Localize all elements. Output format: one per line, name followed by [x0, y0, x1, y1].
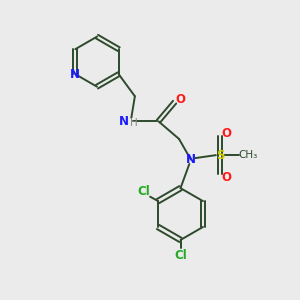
Text: Cl: Cl: [137, 185, 150, 198]
Text: Cl: Cl: [174, 249, 187, 262]
Text: O: O: [221, 127, 231, 140]
Text: S: S: [216, 149, 224, 162]
Text: N: N: [119, 115, 129, 128]
Text: N: N: [70, 68, 80, 81]
Text: CH₃: CH₃: [238, 150, 257, 160]
Text: H: H: [130, 118, 138, 128]
Text: N: N: [186, 153, 196, 166]
Text: O: O: [221, 171, 231, 184]
Text: O: O: [175, 93, 185, 106]
